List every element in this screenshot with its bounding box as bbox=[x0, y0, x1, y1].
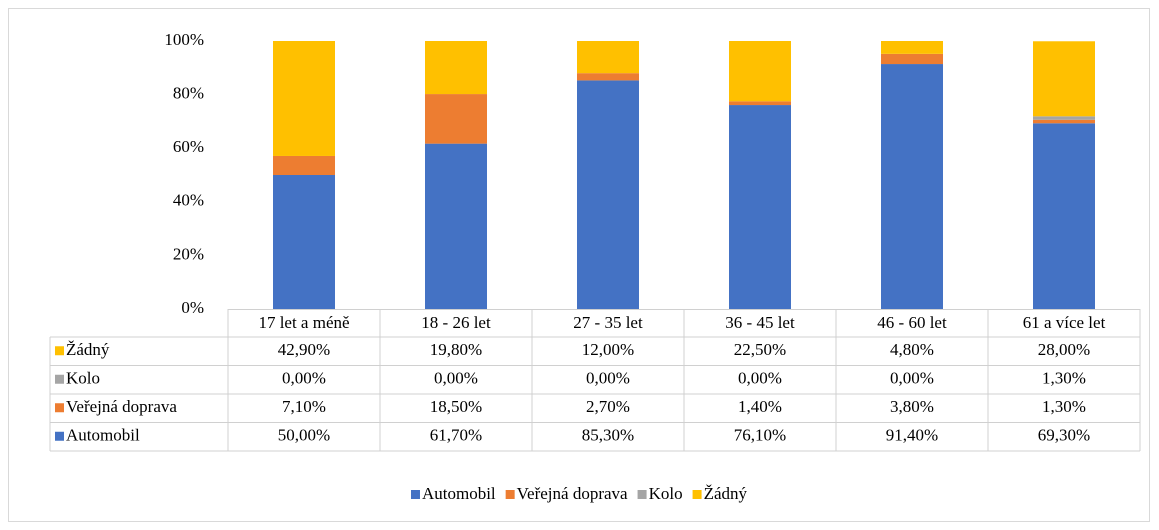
data-label: 3,80% bbox=[890, 397, 934, 416]
x-tick-label: 18 - 26 let bbox=[421, 313, 491, 332]
bar-segment bbox=[881, 41, 943, 54]
bar-segment bbox=[273, 155, 335, 175]
row-label: Žádný bbox=[66, 340, 110, 359]
y-tick-label: 60% bbox=[173, 137, 204, 156]
data-label: 1,30% bbox=[1042, 397, 1086, 416]
bar-segment bbox=[729, 41, 791, 102]
row-label: Kolo bbox=[66, 369, 100, 388]
data-label: 50,00% bbox=[278, 426, 330, 445]
row-label: Automobil bbox=[66, 426, 140, 445]
x-tick-label: 46 - 60 let bbox=[877, 313, 947, 332]
x-tick-label: 27 - 35 let bbox=[573, 313, 643, 332]
bar-segment bbox=[881, 53, 943, 65]
data-label: 1,40% bbox=[738, 397, 782, 416]
data-label: 0,00% bbox=[282, 369, 326, 388]
table-legend-key bbox=[55, 346, 64, 356]
data-label: 7,10% bbox=[282, 397, 326, 416]
data-label: 0,00% bbox=[890, 369, 934, 388]
bar-segment bbox=[1033, 116, 1095, 120]
legend-label: Veřejná doprava bbox=[517, 484, 628, 503]
data-label: 18,50% bbox=[430, 397, 482, 416]
data-label: 0,00% bbox=[586, 369, 630, 388]
bar-segment bbox=[425, 41, 487, 95]
row-label: Veřejná doprava bbox=[66, 397, 177, 416]
data-label: 19,80% bbox=[430, 340, 482, 359]
bar-segment bbox=[577, 73, 639, 81]
data-label: 91,40% bbox=[886, 426, 938, 445]
bar-segment bbox=[577, 41, 639, 74]
data-label: 0,00% bbox=[434, 369, 478, 388]
bar-segment bbox=[425, 94, 487, 144]
data-label: 69,30% bbox=[1038, 426, 1090, 445]
legend-key bbox=[505, 490, 515, 499]
bar-segment bbox=[1033, 119, 1095, 124]
data-label: 61,70% bbox=[430, 426, 482, 445]
data-label: 28,00% bbox=[1038, 340, 1090, 359]
data-label: 1,30% bbox=[1042, 369, 1086, 388]
y-tick-label: 20% bbox=[173, 244, 204, 263]
bar-segment bbox=[1033, 123, 1095, 309]
bar-segment bbox=[729, 105, 791, 309]
y-tick-label: 80% bbox=[173, 84, 204, 103]
legend-key bbox=[692, 490, 702, 499]
y-tick-label: 100% bbox=[164, 30, 204, 49]
table-legend-key bbox=[55, 431, 64, 441]
table-legend-key bbox=[55, 374, 64, 384]
bar-segment bbox=[577, 80, 639, 310]
bar-segment bbox=[425, 143, 487, 309]
x-tick-label: 61 a více let bbox=[1023, 313, 1106, 332]
bar-segment bbox=[729, 101, 791, 106]
bar-segment bbox=[273, 175, 335, 309]
data-label: 85,30% bbox=[582, 426, 634, 445]
y-tick-label: 40% bbox=[173, 191, 204, 210]
data-label: 22,50% bbox=[734, 340, 786, 359]
bar-segment bbox=[1033, 41, 1095, 117]
data-label: 0,00% bbox=[738, 369, 782, 388]
bar-segment bbox=[273, 41, 335, 156]
legend-label: Automobil bbox=[422, 484, 496, 503]
data-label: 2,70% bbox=[586, 397, 630, 416]
legend-key bbox=[637, 490, 647, 499]
data-label: 12,00% bbox=[582, 340, 634, 359]
legend-key bbox=[410, 490, 420, 499]
x-tick-label: 36 - 45 let bbox=[725, 313, 795, 332]
legend-label: Žádný bbox=[704, 484, 748, 503]
data-label: 42,90% bbox=[278, 340, 330, 359]
y-tick-label: 0% bbox=[181, 298, 204, 317]
table-legend-key bbox=[55, 403, 64, 413]
data-label: 76,10% bbox=[734, 426, 786, 445]
data-label: 4,80% bbox=[890, 340, 934, 359]
legend-label: Kolo bbox=[649, 484, 683, 503]
x-tick-label: 17 let a méně bbox=[258, 313, 349, 332]
bar-segment bbox=[881, 64, 943, 309]
